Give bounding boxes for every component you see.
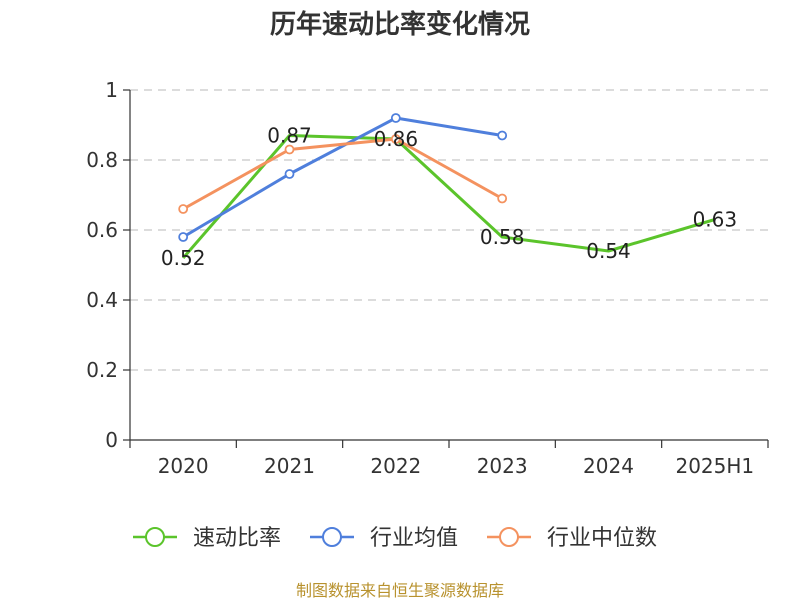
series-lines: [178, 113, 716, 259]
y-tick-label: 0.6: [86, 218, 118, 242]
legend-item[interactable]: 行业均值: [310, 526, 458, 551]
data-label: 0.63: [693, 208, 738, 232]
legend-item[interactable]: 行业中位数: [487, 526, 657, 551]
chart-title: 历年速动比率变化情况: [270, 9, 530, 40]
data-point: [178, 204, 189, 214]
series-line: [182, 116, 503, 239]
data-labels: 0.52 0.87 0.86 0.58 0.54 0.63: [161, 124, 737, 271]
y-tick-label: 1: [105, 78, 118, 102]
legend: 速动比率 行业均值 行业中位数: [133, 526, 657, 551]
y-tick-label: 0.8: [86, 148, 118, 172]
legend-label: 行业均值: [370, 526, 458, 551]
data-label: 0.52: [161, 246, 206, 270]
axes: 0 0.2 0.4 0.6 0.8 1 2020 2021 2022 2023 2024 2025H1: [86, 78, 769, 478]
legend-marker-icon: [322, 527, 342, 547]
series-line: [182, 134, 716, 259]
data-point: [178, 232, 189, 242]
y-tick-label: 0.2: [86, 358, 118, 382]
x-tick-label: 2024: [583, 454, 634, 478]
x-tick-label: 2025H1: [675, 454, 754, 478]
legend-marker-icon: [145, 527, 165, 547]
data-point: [390, 113, 401, 123]
data-point: [284, 144, 295, 155]
x-tick-label: 2023: [477, 454, 528, 478]
legend-item[interactable]: 速动比率: [133, 526, 281, 551]
data-point: [497, 193, 508, 204]
data-label: 0.86: [374, 127, 419, 151]
series-line: [182, 137, 503, 211]
data-label: 0.54: [586, 239, 631, 263]
legend-marker-icon: [499, 527, 519, 547]
x-tick-label: 2020: [158, 454, 209, 478]
x-tick-label: 2022: [370, 454, 421, 478]
y-tick-label: 0: [105, 428, 118, 452]
y-tick-label: 0.4: [86, 288, 118, 312]
data-label: 0.87: [267, 124, 312, 148]
source-footer: 制图数据来自恒生聚源数据库: [296, 581, 504, 600]
data-point: [497, 130, 508, 141]
x-tick-label: 2021: [264, 454, 315, 478]
grid: [130, 89, 768, 371]
data-point: [284, 169, 295, 179]
data-label: 0.58: [480, 225, 525, 249]
data-point: [390, 134, 401, 144]
legend-label: 行业中位数: [547, 526, 657, 551]
legend-label: 速动比率: [193, 526, 281, 551]
